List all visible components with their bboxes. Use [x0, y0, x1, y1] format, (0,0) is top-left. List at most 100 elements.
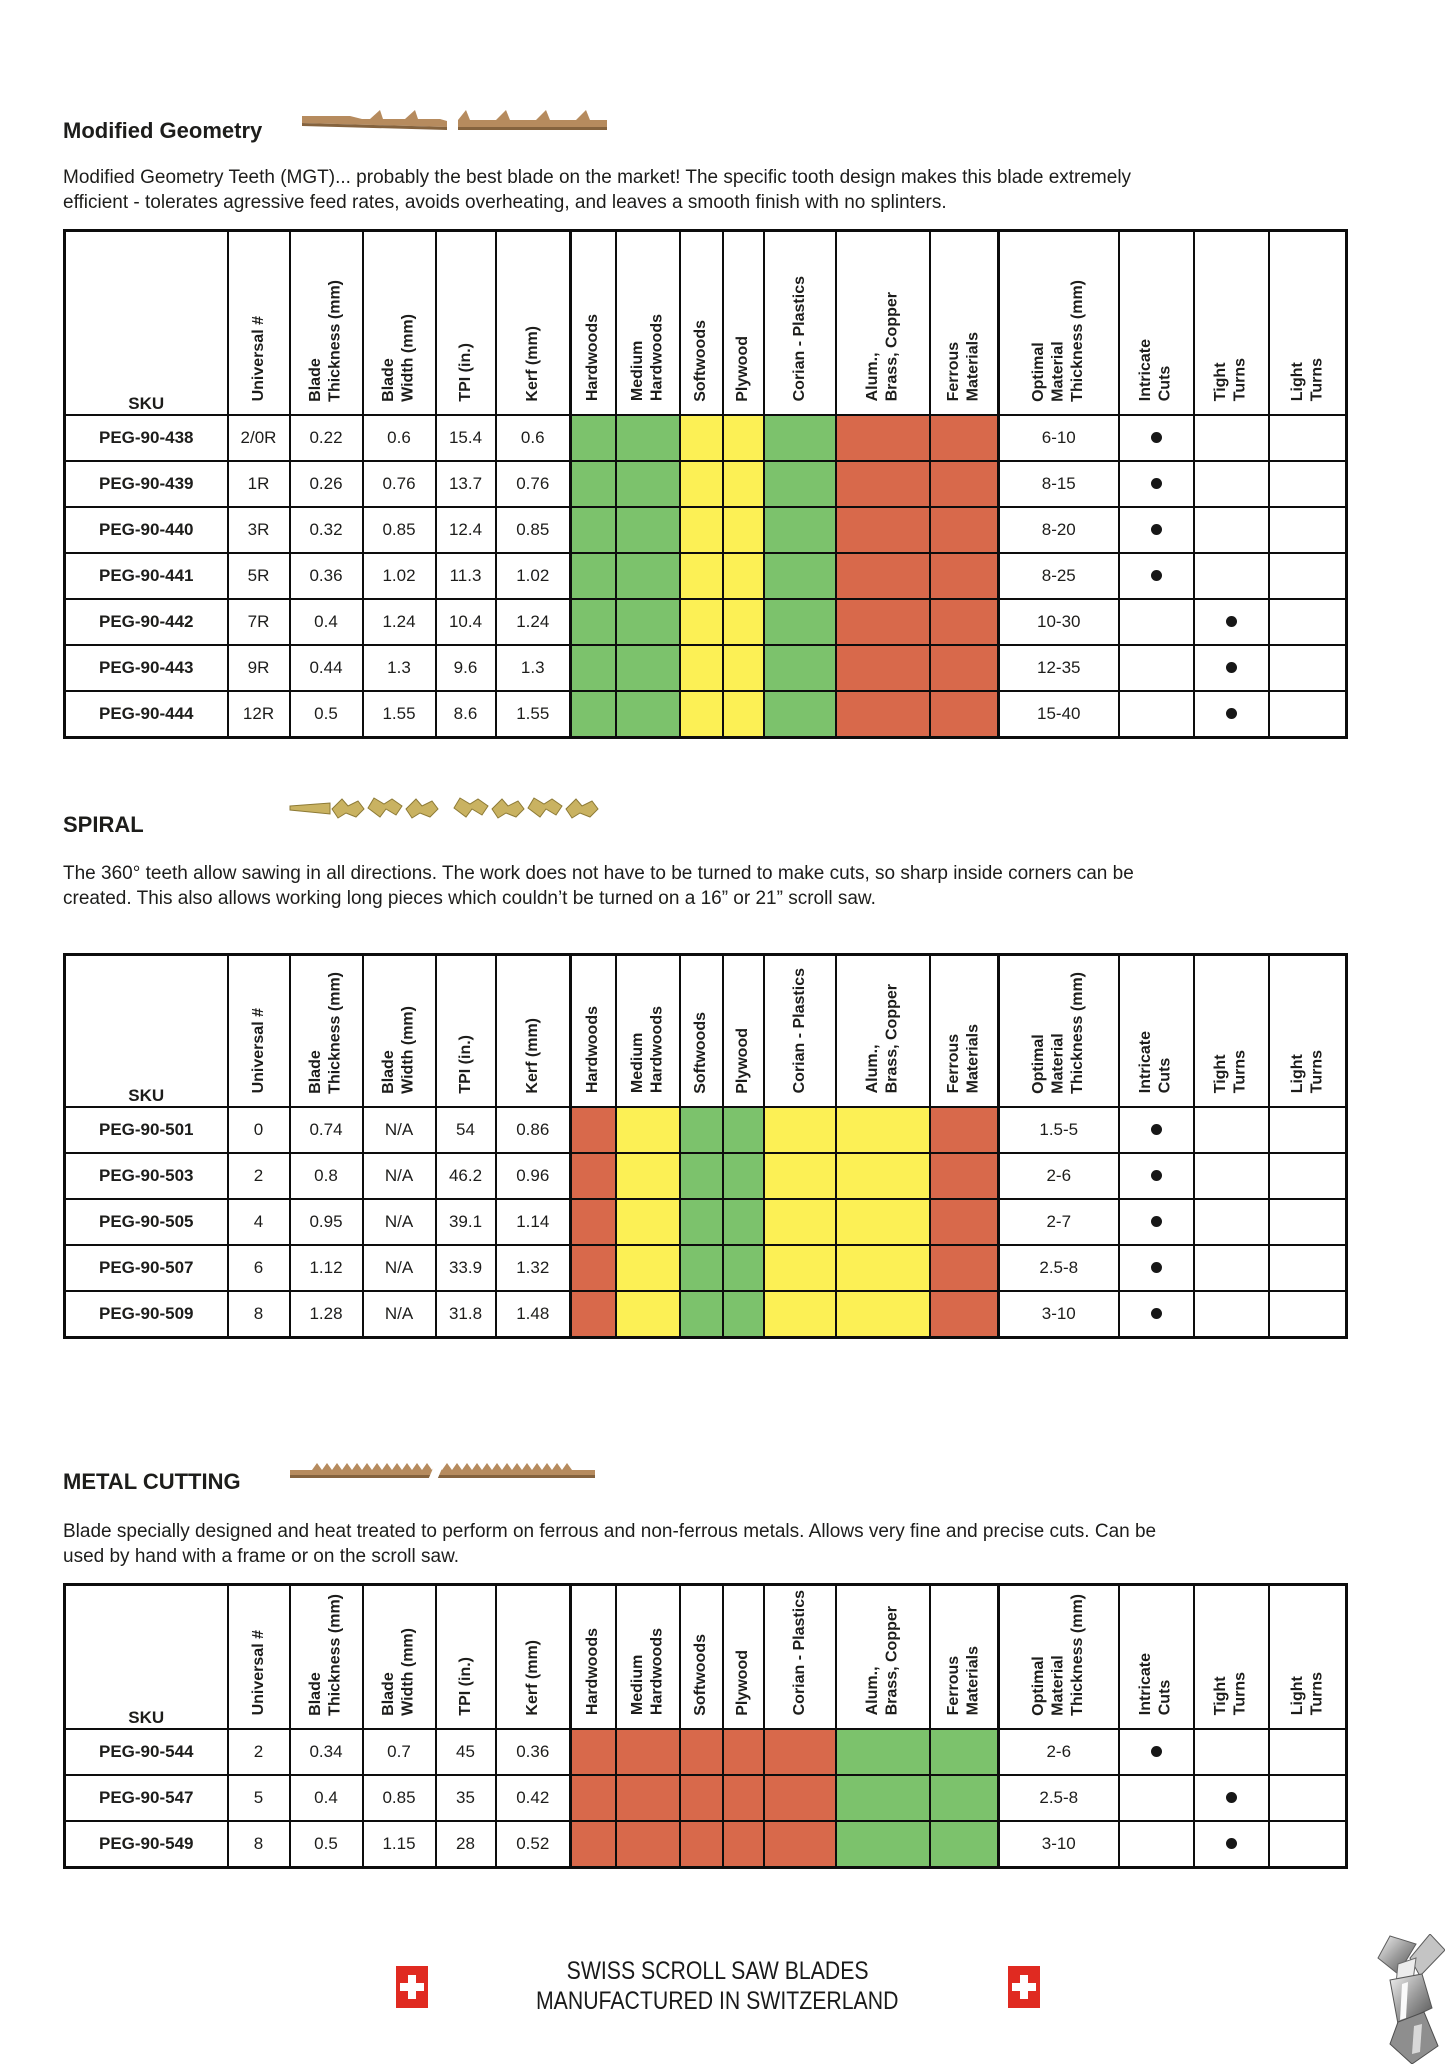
col-header-tpi-in: TPI (in.) — [434, 229, 497, 416]
col-header-kerf-mm: Kerf (mm) — [494, 1583, 572, 1730]
table-row-peg-90-442: PEG-90-442 7R 0.4 1.24 10.4 1.24 10-30 — [63, 597, 1348, 646]
material-rating-cell-corian-plastics — [762, 1289, 837, 1339]
capability-dot — [1150, 1169, 1162, 1181]
material-rating-cell-corian-plastics — [762, 643, 837, 692]
material-rating-cell-ferrous-materials — [928, 1773, 1000, 1822]
material-rating-cell-medium-hardwoods — [614, 551, 681, 600]
table-row-peg-90-501: PEG-90-501 0 0.74 N/A 54 0.86 1.5-5 — [63, 1105, 1348, 1154]
sku-cell: PEG-90-438 — [63, 413, 229, 462]
material-rating-cell-hardwoods — [569, 1819, 617, 1869]
section-title-metal-cutting: METAL CUTTING — [63, 1469, 241, 1495]
col-header-label: Intricate Cuts — [1137, 1653, 1174, 1716]
sku-cell: PEG-90-509 — [63, 1289, 229, 1338]
material-rating-cell-hardwoods — [569, 1243, 617, 1292]
universal-number-cell: 12R — [226, 689, 291, 738]
tight-turns-cell — [1192, 1289, 1270, 1338]
col-header-label: Corian - Plastics — [790, 1590, 808, 1716]
material-rating-cell-medium-hardwoods — [614, 597, 681, 646]
col-header-label: Plywood — [734, 1649, 752, 1716]
material-rating-cell-medium-hardwoods — [614, 1289, 681, 1339]
universal-number-cell: 6 — [226, 1243, 291, 1292]
col-header-label: Light Turns — [1288, 1050, 1326, 1094]
col-header-softwoods: Softwoods — [678, 953, 724, 1108]
blade-thickness-cell: 0.34 — [288, 1727, 364, 1776]
spiral-spec-table: SKU Universal # Blade Thickness (mm) Blade … — [63, 953, 1348, 1339]
col-header-label: Softwoods — [692, 319, 710, 402]
material-rating-cell-softwoods — [678, 1819, 724, 1869]
tpi-cell: 11.3 — [434, 551, 497, 600]
capability-dot — [1150, 1215, 1162, 1227]
blade-width-cell: 1.55 — [361, 689, 437, 738]
tpi-cell: 54 — [434, 1105, 497, 1154]
col-header-ferrous-materials: Ferrous Materials — [928, 953, 1000, 1108]
universal-number-cell: 1R — [226, 459, 291, 508]
footer-tagline: SWISS SCROLL SAW BLADES MANUFACTURED IN … — [430, 1956, 1005, 2016]
kerf-cell: 1.02 — [494, 551, 572, 600]
capability-dot — [1150, 1745, 1162, 1757]
col-header-universal: Universal # — [226, 953, 291, 1108]
col-header-blade-width-mm: Blade Width (mm) — [361, 229, 437, 416]
tpi-cell: 45 — [434, 1727, 497, 1776]
material-rating-cell-alum-brass-copper — [834, 1151, 931, 1200]
material-rating-cell-alum-brass-copper — [834, 1197, 931, 1246]
col-header-label: Medium Hardwoods — [628, 1628, 666, 1716]
material-rating-cell-softwoods — [678, 1773, 724, 1822]
kerf-cell: 0.96 — [494, 1151, 572, 1200]
kerf-cell: 0.52 — [494, 1819, 572, 1868]
table-row-peg-90-544: PEG-90-544 2 0.34 0.7 45 0.36 2-6 — [63, 1727, 1348, 1776]
tight-turns-cell — [1192, 505, 1270, 554]
tight-turns-cell — [1192, 1819, 1270, 1868]
col-header-blade-thickness-mm: Blade Thickness (mm) — [288, 953, 364, 1108]
col-header-hardwoods: Hardwoods — [569, 229, 617, 416]
col-header-label: Softwoods — [692, 1633, 710, 1716]
modified-geometry-spec-table: SKU Universal # Blade Thickness (mm) Blade … — [63, 229, 1348, 739]
kerf-cell: 0.6 — [494, 413, 572, 462]
optimal-thickness-cell: 3-10 — [997, 1289, 1120, 1338]
material-rating-cell-plywood — [721, 1197, 765, 1246]
blade-width-cell: N/A — [361, 1151, 437, 1200]
blade-thickness-cell: 0.36 — [288, 551, 364, 600]
blade-thickness-cell: 1.12 — [288, 1243, 364, 1292]
material-rating-cell-medium-hardwoods — [614, 689, 681, 739]
sku-cell: PEG-90-547 — [63, 1773, 229, 1822]
intricate-cuts-cell — [1117, 1727, 1195, 1776]
optimal-thickness-cell: 8-15 — [997, 459, 1120, 508]
table-row-peg-90-443: PEG-90-443 9R 0.44 1.3 9.6 1.3 12-35 — [63, 643, 1348, 692]
col-header-label: Universal # — [249, 1008, 267, 1094]
swiss-flag-icon — [396, 1966, 428, 2008]
intricate-cuts-cell — [1117, 1151, 1195, 1200]
col-header-label: Blade Thickness (mm) — [307, 1593, 344, 1716]
material-rating-cell-medium-hardwoods — [614, 1819, 681, 1869]
table-row-peg-90-441: PEG-90-441 5R 0.36 1.02 11.3 1.02 8-25 — [63, 551, 1348, 600]
intricate-cuts-cell — [1117, 1243, 1195, 1292]
col-header-label: Corian - Plastics — [790, 968, 808, 1094]
kerf-cell: 1.24 — [494, 597, 572, 646]
material-rating-cell-plywood — [721, 505, 765, 554]
material-rating-cell-plywood — [721, 1773, 765, 1822]
material-rating-cell-plywood — [721, 1243, 765, 1292]
material-rating-cell-alum-brass-copper — [834, 643, 931, 692]
eagle-logo-image — [1377, 1934, 1445, 2064]
blade-thickness-cell: 0.95 — [288, 1197, 364, 1246]
col-header-corian-plastics: Corian - Plastics — [762, 1583, 837, 1730]
blade-thickness-cell: 1.28 — [288, 1289, 364, 1338]
material-rating-cell-corian-plastics — [762, 459, 837, 508]
capability-dot — [1150, 569, 1162, 581]
tpi-cell: 9.6 — [434, 643, 497, 692]
tight-turns-cell — [1192, 643, 1270, 692]
tight-turns-cell — [1192, 551, 1270, 600]
sku-cell: PEG-90-440 — [63, 505, 229, 554]
col-header-label: Hardwoods — [584, 314, 602, 402]
col-header-light-turns: Light Turns — [1267, 1583, 1348, 1730]
material-rating-cell-alum-brass-copper — [834, 1819, 931, 1869]
material-rating-cell-alum-brass-copper — [834, 459, 931, 508]
intricate-cuts-cell — [1117, 1773, 1195, 1822]
col-header-label: Light Turns — [1288, 358, 1326, 402]
tpi-cell: 10.4 — [434, 597, 497, 646]
col-header-label: Universal # — [249, 316, 267, 402]
table-row-peg-90-444: PEG-90-444 12R 0.5 1.55 8.6 1.55 15-40 — [63, 689, 1348, 739]
col-header-label: Kerf (mm) — [523, 325, 541, 402]
header-row: SKU Universal # Blade Thickness (mm) Blade … — [63, 953, 1348, 1108]
blade-thickness-cell: 0.4 — [288, 597, 364, 646]
material-rating-cell-alum-brass-copper — [834, 1289, 931, 1339]
